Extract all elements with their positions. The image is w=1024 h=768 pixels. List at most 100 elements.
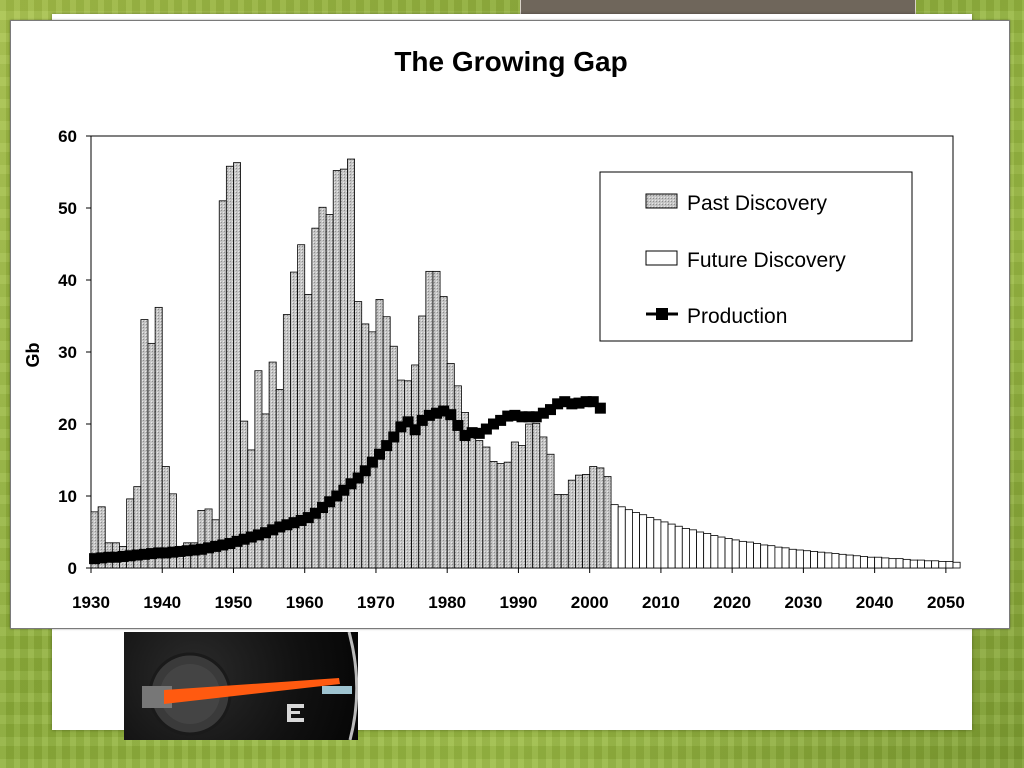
bar-future-discovery-2024 <box>760 544 769 569</box>
y-tick-label-50: 50 <box>58 199 77 218</box>
production-point-1985 <box>480 423 492 435</box>
y-axis-label: Gb <box>23 342 43 367</box>
production-point-1934 <box>117 550 129 562</box>
bar-future-discovery-2043 <box>895 558 904 569</box>
production-point-1961 <box>309 507 321 519</box>
bar-future-discovery-2039 <box>867 556 876 569</box>
x-tick-label-1930: 1930 <box>72 593 110 612</box>
production-point-1949 <box>224 538 236 550</box>
bar-future-discovery-2015 <box>696 531 705 569</box>
x-tick-label-2000: 2000 <box>571 593 609 612</box>
bar-future-discovery-2017 <box>710 535 719 569</box>
bar-past-discovery-1976 <box>418 315 427 569</box>
bar-future-discovery-2042 <box>888 558 897 569</box>
production-point-1993 <box>537 407 549 419</box>
x-tick-label-2020: 2020 <box>713 593 751 612</box>
bar-past-discovery-1954 <box>261 413 270 569</box>
bar-past-discovery-1965 <box>339 168 348 569</box>
empty-letter-icon <box>287 704 304 722</box>
production-point-2001 <box>594 402 606 414</box>
bar-past-discovery-1939 <box>154 306 163 569</box>
production-point-1942 <box>174 545 186 557</box>
production-point-1955 <box>267 524 279 536</box>
bar-past-discovery-1949 <box>225 165 234 569</box>
production-point-1978 <box>431 407 443 419</box>
gauge-needle <box>164 678 340 704</box>
production-point-1956 <box>274 521 286 533</box>
legend-swatch-production-marker <box>656 308 668 320</box>
production-point-1967 <box>352 472 364 484</box>
bar-past-discovery-2002 <box>603 476 612 569</box>
bar-past-discovery-2000 <box>589 466 598 569</box>
production-point-1965 <box>338 484 350 496</box>
production-point-1972 <box>388 431 400 443</box>
production-point-1966 <box>345 478 357 490</box>
x-tick-label-2010: 2010 <box>642 593 680 612</box>
bar-future-discovery-2050 <box>945 561 954 569</box>
bar-past-discovery-1968 <box>361 323 370 569</box>
production-point-1996 <box>559 396 571 408</box>
production-point-1971 <box>381 440 393 452</box>
production-point-1997 <box>566 398 578 410</box>
bar-past-discovery-1973 <box>396 379 405 569</box>
bar-past-discovery-1996 <box>560 494 569 569</box>
production-point-1933 <box>110 551 122 563</box>
gauge-dial-rim <box>347 632 358 740</box>
past-discovery-bars <box>90 158 612 569</box>
bar-future-discovery-2023 <box>753 543 762 569</box>
production-point-1995 <box>552 398 564 410</box>
y-tick-label-20: 20 <box>58 415 77 434</box>
bar-future-discovery-2037 <box>852 555 861 569</box>
production-point-1953 <box>252 529 264 541</box>
production-point-1979 <box>438 405 450 417</box>
production-point-1990 <box>516 411 528 423</box>
bar-past-discovery-1975 <box>411 364 420 569</box>
production-point-1938 <box>146 548 158 560</box>
production-point-1992 <box>530 411 542 423</box>
production-point-1982 <box>459 430 471 442</box>
bar-past-discovery-1938 <box>147 342 156 569</box>
bar-past-discovery-1992 <box>532 422 541 569</box>
bar-future-discovery-2032 <box>817 551 826 569</box>
production-point-1935 <box>124 550 136 562</box>
bar-future-discovery-2020 <box>731 539 740 569</box>
bar-future-discovery-2045 <box>909 559 918 569</box>
bar-past-discovery-1985 <box>482 446 491 569</box>
bar-future-discovery-2022 <box>746 541 754 569</box>
x-tick-label-1990: 1990 <box>500 593 538 612</box>
bar-past-discovery-1986 <box>489 461 498 569</box>
bar-future-discovery-2010 <box>660 521 669 569</box>
bar-past-discovery-1991 <box>525 423 534 569</box>
bar-future-discovery-2026 <box>774 546 783 569</box>
bar-future-discovery-2006 <box>632 512 640 569</box>
production-point-1936 <box>131 549 143 561</box>
bar-past-discovery-1988 <box>503 461 512 569</box>
bar-past-discovery-1994 <box>546 453 555 569</box>
bar-past-discovery-1979 <box>439 296 448 569</box>
production-point-1957 <box>281 519 293 531</box>
production-point-1974 <box>402 416 414 428</box>
bar-future-discovery-2021 <box>738 540 747 569</box>
production-point-1954 <box>260 527 272 539</box>
production-point-1986 <box>488 418 499 430</box>
bar-past-discovery-1950 <box>233 162 241 569</box>
bar-future-discovery-2004 <box>617 506 626 569</box>
bar-past-discovery-1931 <box>97 506 106 569</box>
x-tick-label-2040: 2040 <box>856 593 894 612</box>
bar-future-discovery-2049 <box>938 561 947 569</box>
bar-future-discovery-2005 <box>624 509 633 569</box>
bar-future-discovery-2051 <box>952 561 961 569</box>
production-point-1970 <box>374 448 386 460</box>
bar-past-discovery-1998 <box>575 474 583 569</box>
fuel-gauge-illustration <box>142 632 358 740</box>
bar-past-discovery-1997 <box>567 479 576 569</box>
bar-future-discovery-2035 <box>838 553 847 569</box>
bar-past-discovery-1945 <box>197 509 206 569</box>
bar-past-discovery-1980 <box>446 363 455 569</box>
y-tick-label-60: 60 <box>58 127 77 146</box>
production-point-1944 <box>188 544 200 556</box>
bar-future-discovery-2014 <box>689 529 697 569</box>
chart-frame: The Growing Gap Gb 0 10 20 30 40 50 60 1930 1940… <box>10 20 1010 629</box>
